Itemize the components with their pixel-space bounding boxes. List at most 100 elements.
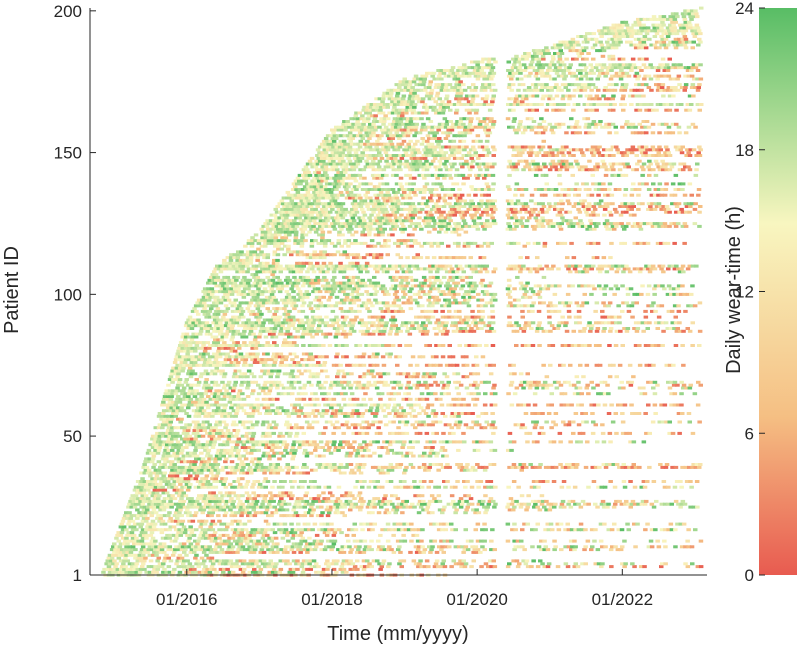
wear-time-point xyxy=(309,318,314,322)
wear-time-point xyxy=(535,522,540,526)
wear-time-point xyxy=(154,474,160,478)
wear-time-point xyxy=(200,324,206,328)
wear-time-point xyxy=(380,355,386,359)
wear-time-point xyxy=(233,380,238,384)
wear-time-point xyxy=(206,327,211,330)
wear-time-point xyxy=(451,499,456,503)
wear-time-point xyxy=(305,329,310,333)
wear-time-point xyxy=(114,570,119,574)
wear-time-point xyxy=(431,363,437,367)
wear-time-point xyxy=(678,505,683,509)
wear-time-point xyxy=(285,463,290,466)
wear-time-point xyxy=(535,565,541,569)
wear-time-point xyxy=(453,562,459,566)
wear-time-point xyxy=(169,440,174,444)
wear-time-point xyxy=(127,570,133,574)
wear-time-point xyxy=(486,485,491,489)
wear-time-point xyxy=(393,324,398,328)
wear-time-point xyxy=(388,431,393,435)
wear-time-point xyxy=(531,420,536,424)
wear-time-point xyxy=(376,324,382,328)
wear-time-point xyxy=(340,545,345,549)
wear-time-point xyxy=(584,386,589,390)
wear-time-point xyxy=(215,329,220,333)
wear-time-point xyxy=(541,480,547,483)
wear-time-point xyxy=(662,502,668,506)
wear-time-point xyxy=(464,375,470,379)
wear-time-point xyxy=(191,570,196,574)
wear-time-point xyxy=(486,324,492,328)
wear-time-point xyxy=(232,505,238,509)
wear-time-point xyxy=(151,508,157,512)
wear-time-point xyxy=(540,412,545,415)
wear-time-point xyxy=(200,494,205,498)
wear-time-point xyxy=(228,386,233,390)
wear-time-point xyxy=(177,400,183,404)
wear-time-point xyxy=(212,363,217,367)
wear-time-point xyxy=(583,344,589,347)
wear-time-point xyxy=(326,539,331,543)
wear-time-point xyxy=(304,499,310,503)
wear-time-point xyxy=(367,443,373,447)
wear-time-point xyxy=(122,550,127,554)
wear-time-point xyxy=(551,480,557,483)
wear-time-point xyxy=(428,463,434,466)
wear-time-point xyxy=(163,502,169,506)
wear-time-point xyxy=(182,567,187,571)
wear-time-point xyxy=(489,485,495,489)
wear-time-point xyxy=(240,570,246,574)
wear-time-point xyxy=(197,434,202,438)
wear-time-point xyxy=(402,522,407,526)
wear-time-point xyxy=(557,431,563,435)
wear-time-point xyxy=(230,324,235,328)
wear-time-point xyxy=(373,380,378,384)
wear-time-point xyxy=(196,468,202,472)
wear-time-point xyxy=(436,324,442,328)
wear-time-point xyxy=(238,508,243,512)
wear-time-point xyxy=(210,511,215,515)
wear-time-point xyxy=(471,440,477,444)
wear-time-point xyxy=(262,531,268,535)
wear-time-point xyxy=(207,502,212,506)
wear-time-point xyxy=(301,431,306,435)
wear-time-point xyxy=(251,344,256,347)
wear-time-point xyxy=(263,477,268,481)
wear-time-point xyxy=(267,562,272,566)
wear-time-point xyxy=(320,528,325,532)
wear-time-point xyxy=(134,536,139,540)
wear-time-point xyxy=(240,392,245,396)
wear-time-point xyxy=(596,485,601,489)
wear-time-point xyxy=(694,463,700,466)
wear-time-point xyxy=(137,485,142,489)
wear-time-point xyxy=(276,522,281,526)
wear-time-point xyxy=(375,318,381,322)
wear-time-point xyxy=(475,463,480,466)
wear-time-point xyxy=(172,451,177,455)
wear-time-point xyxy=(422,451,427,455)
wear-time-point xyxy=(207,346,212,350)
wear-time-point xyxy=(365,383,371,387)
wear-time-point xyxy=(254,355,259,359)
wear-time-point xyxy=(234,465,239,469)
wear-time-point xyxy=(386,511,392,515)
wear-time-point xyxy=(525,440,530,444)
wear-time-point xyxy=(307,545,312,549)
wear-time-point xyxy=(275,409,280,413)
wear-time-point xyxy=(202,312,208,316)
wear-time-point xyxy=(630,562,635,566)
wear-time-point xyxy=(466,494,471,498)
wear-time-point xyxy=(286,414,292,418)
wear-time-point xyxy=(213,335,219,339)
wear-time-point xyxy=(197,485,202,489)
wear-time-point xyxy=(169,372,174,376)
wear-time-point xyxy=(190,335,195,339)
wear-time-point xyxy=(470,309,475,313)
wear-time-point xyxy=(205,463,211,466)
wear-time-point xyxy=(186,414,192,418)
wear-time-point xyxy=(267,412,272,415)
wear-time-point xyxy=(290,335,295,339)
wear-time-point xyxy=(489,565,494,569)
wear-time-point xyxy=(188,397,193,401)
wear-time-point xyxy=(469,426,474,430)
wear-time-point xyxy=(284,412,289,415)
